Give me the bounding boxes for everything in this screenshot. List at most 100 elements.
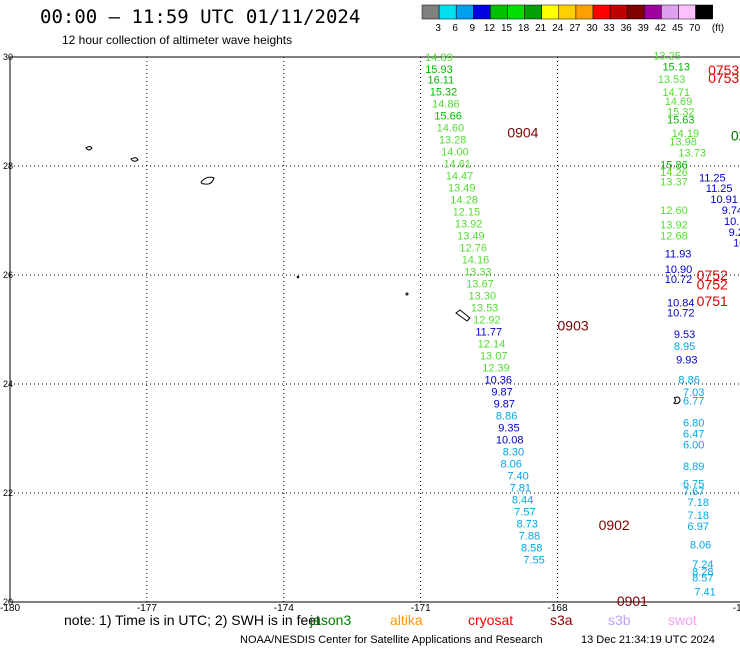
color-legend-label: 24 xyxy=(552,23,564,34)
wave-height-value: 10.91 xyxy=(710,194,738,206)
wave-height-value: 8.28 xyxy=(692,566,713,578)
pass-time-label: 0752 xyxy=(697,277,728,293)
wave-height-value: 10.25 xyxy=(733,238,740,250)
wave-height-value: 15.93 xyxy=(425,64,453,76)
island-shape xyxy=(673,396,681,405)
wave-height-value: 8.30 xyxy=(503,446,524,458)
color-legend-label: 33 xyxy=(604,23,616,34)
color-legend-label: 3 xyxy=(435,23,441,34)
wave-height-value: 6.75 xyxy=(683,479,704,491)
credit-line: NOAA/NESDIS Center for Satellite Applica… xyxy=(240,634,543,646)
color-swatch xyxy=(609,4,628,20)
color-legend-label: 21 xyxy=(535,23,547,34)
color-legend-label: 27 xyxy=(569,23,581,34)
color-legend-label: 36 xyxy=(621,23,633,34)
pass-time-labels: 0904090309020901075307530248075207520751… xyxy=(507,62,740,609)
island-shape xyxy=(455,309,471,322)
wave-height-value: 11.77 xyxy=(475,326,502,338)
color-legend-label: 70 xyxy=(689,23,701,34)
wave-height-value: 7.03 xyxy=(683,387,704,399)
wave-height-value: 14.61 xyxy=(443,159,471,171)
color-swatch xyxy=(524,4,542,20)
mission-label-jason3: jason3 xyxy=(310,612,352,628)
wave-height-value: 15.66 xyxy=(434,111,462,123)
latitude-tick-label: 26 xyxy=(3,270,13,280)
wave-height-value: 15.63 xyxy=(667,114,695,126)
wave-height-value: 16.11 xyxy=(427,75,454,87)
color-legend-label: 15 xyxy=(501,23,513,34)
latitude-labels: 30 28 26 24 22 20 xyxy=(3,52,13,607)
wave-height-value: 13.53 xyxy=(471,303,499,315)
color-swatch xyxy=(490,4,508,20)
mission-label-cryosat: cryosat xyxy=(468,612,514,628)
wave-height-value: 6.00 xyxy=(683,439,704,451)
wave-height-value: 14.47 xyxy=(446,171,474,183)
pass-time-label: 0753 xyxy=(708,62,739,78)
mission-label-swot: swot xyxy=(668,612,697,628)
wave-height-value: 8.06 xyxy=(690,540,711,552)
wave-height-value: 8.86 xyxy=(496,410,517,422)
color-swatch xyxy=(455,4,474,20)
latitude-tick-label: 20 xyxy=(3,597,13,607)
wave-height-value: 13.28 xyxy=(439,135,467,147)
pass-time-label: 0901 xyxy=(617,593,648,609)
wave-height-value: 11.25 xyxy=(699,172,726,184)
wave-height-value: 14.28 xyxy=(450,195,478,207)
wave-height-value: 15.32 xyxy=(667,106,695,118)
wave-height-value: 8.73 xyxy=(516,518,537,530)
color-swatch xyxy=(438,4,457,20)
color-swatch xyxy=(644,4,662,20)
wave-height-value: 13.49 xyxy=(457,231,485,243)
longitude-tick-label: -174 xyxy=(274,603,294,614)
color-swatch xyxy=(473,4,491,20)
wave-height-value: 13.30 xyxy=(469,291,497,303)
wave-height-value: 7.57 xyxy=(514,506,535,518)
mission-label-s3a: s3a xyxy=(550,612,573,628)
island-shape xyxy=(130,157,139,162)
wave-height-value: 12.60 xyxy=(660,205,688,217)
wave-height-value: 7.18 xyxy=(688,510,709,522)
wave-height-value: 14.00 xyxy=(441,147,469,159)
wave-height-value: 13.49 xyxy=(448,183,476,195)
wave-height-value: 14.86 xyxy=(432,99,460,111)
map-subtitle: 12 hour collection of altimeter wave hei… xyxy=(62,33,293,47)
wave-height-value: 7.88 xyxy=(519,530,540,542)
longitude-labels: -180 -177 -174 -171 -168 -16 xyxy=(0,603,740,614)
footer-note: note: 1) Time is in UTC; 2) SWH is in fe… xyxy=(64,612,320,628)
wave-height-value: 9.93 xyxy=(676,354,697,366)
color-swatch xyxy=(592,4,611,20)
color-legend-labels: 3 6 9 12 15 18 21 24 27 30 33 36 39 42 45 70 (ft) xyxy=(435,23,724,34)
wave-height-value: 13.92 xyxy=(660,220,688,232)
color-swatch xyxy=(661,4,679,20)
wave-height-value: 13.07 xyxy=(480,350,508,362)
wave-height-value: 12.39 xyxy=(482,362,510,374)
color-legend: 3 6 9 12 15 18 21 24 27 30 33 36 39 42 45 70 (ft) xyxy=(421,4,724,34)
wave-height-value: 7.41 xyxy=(694,586,715,598)
wave-height-value: 6.80 xyxy=(683,418,704,430)
wave-height-value: 12.76 xyxy=(459,243,487,255)
wave-height-value: 9.87 xyxy=(491,386,512,398)
wave-height-value: 13.67 xyxy=(466,279,494,291)
wave-height-value: 8.44 xyxy=(512,494,533,506)
island-outlines xyxy=(85,146,681,405)
island-shape xyxy=(200,176,215,185)
color-swatch xyxy=(626,4,645,20)
color-swatch xyxy=(575,4,594,20)
mission-label-s3b: s3b xyxy=(608,612,631,628)
wave-height-value: 8.57 xyxy=(692,572,713,584)
wave-height-value: 12.92 xyxy=(473,315,501,327)
pass-time-label: 0904 xyxy=(507,125,538,141)
wave-height-value: 12.68 xyxy=(660,231,688,243)
color-swatch xyxy=(541,4,560,20)
wave-height-value: 9.26 xyxy=(729,227,740,239)
generated-timestamp: 13 Dec 21:34:19 UTC 2024 xyxy=(581,634,715,646)
wave-height-value: 15.32 xyxy=(430,87,458,99)
wave-height-value: 9.87 xyxy=(494,398,515,410)
pass-time-label: 0752 xyxy=(697,267,728,283)
wave-height-value: 14.89 xyxy=(425,52,453,64)
wave-height-value: 15.86 xyxy=(660,160,688,172)
wave-height-value: 10.08 xyxy=(496,434,524,446)
pass-time-label: 0903 xyxy=(558,318,589,334)
color-legend-label: 9 xyxy=(470,23,476,34)
